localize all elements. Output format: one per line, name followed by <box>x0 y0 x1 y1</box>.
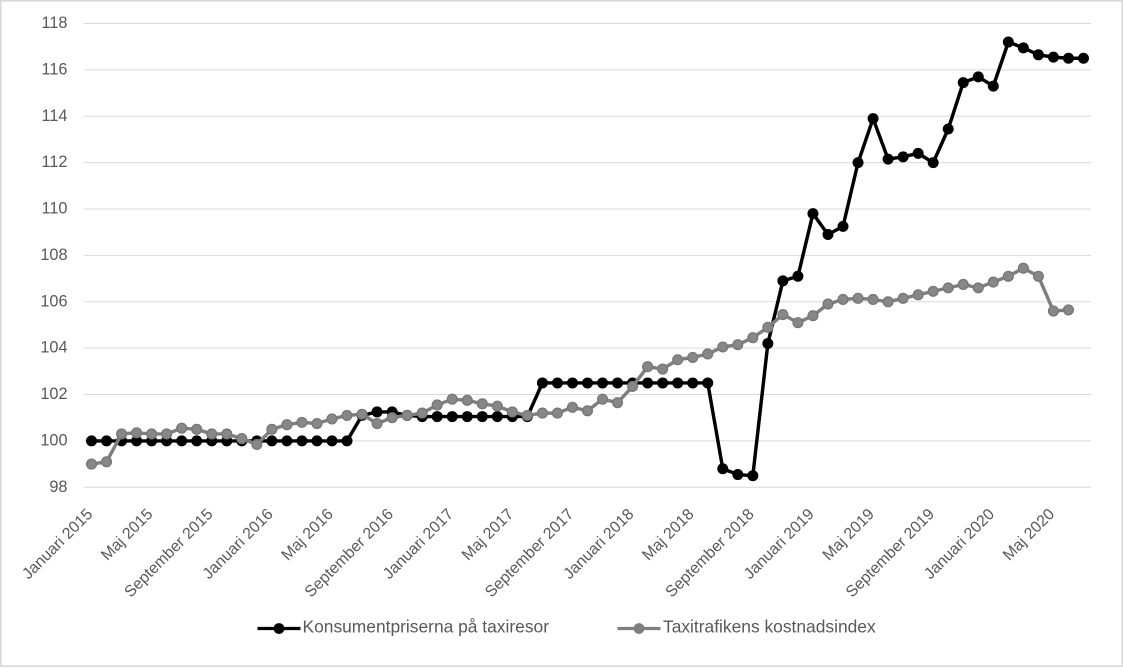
svg-text:114: 114 <box>42 107 68 125</box>
svg-text:110: 110 <box>42 200 68 218</box>
svg-text:104: 104 <box>40 339 67 357</box>
svg-text:118: 118 <box>42 14 68 32</box>
svg-text:106: 106 <box>40 292 67 310</box>
svg-text:100: 100 <box>40 431 67 449</box>
svg-text:112: 112 <box>42 153 68 171</box>
svg-text:116: 116 <box>42 60 68 78</box>
svg-text:Taxitrafikens kostnadsindex: Taxitrafikens kostnadsindex <box>663 617 876 637</box>
svg-text:102: 102 <box>40 385 67 403</box>
svg-text:Konsumentpriserna på taxiresor: Konsumentpriserna på taxiresor <box>303 617 550 637</box>
svg-text:98: 98 <box>49 478 67 496</box>
svg-text:108: 108 <box>40 246 67 264</box>
